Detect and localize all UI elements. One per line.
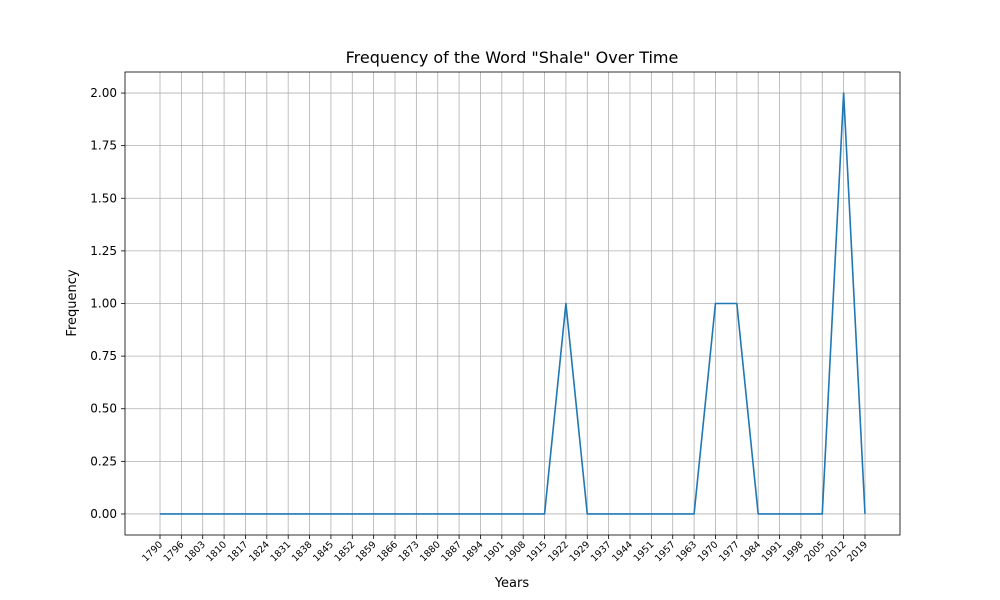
x-tick-label: 2005	[803, 539, 828, 564]
chart-title: Frequency of the Word "Shale" Over Time	[346, 48, 679, 67]
y-tick-label: 0.75	[90, 349, 117, 363]
x-tick-label: 1866	[375, 539, 400, 564]
x-tick-label: 1817	[226, 539, 251, 564]
x-tick-label: 1803	[183, 539, 208, 564]
y-tick-label: 1.00	[90, 297, 117, 311]
x-tick-label: 1937	[589, 539, 614, 564]
x-tick-label: 1977	[717, 539, 742, 564]
x-tick-label: 1998	[781, 539, 806, 564]
x-tick-label: 1824	[247, 539, 272, 564]
series-layer	[160, 92, 866, 515]
x-axis-label: Years	[494, 576, 530, 591]
y-tick-label: 2.00	[90, 86, 117, 100]
x-tick-label: 1970	[696, 539, 721, 564]
y-tick-label: 1.50	[90, 191, 117, 205]
series-line	[160, 92, 866, 515]
x-tick-label: 1922	[546, 539, 571, 564]
x-tick-label: 1852	[333, 539, 358, 564]
x-tick-label: 1887	[439, 539, 464, 564]
x-tick-label: 1790	[140, 539, 165, 564]
x-tick-label: 1991	[760, 539, 785, 564]
x-tick-label: 1951	[632, 539, 657, 564]
x-tick-label: 1845	[311, 539, 336, 564]
y-axis-label: Frequency	[65, 269, 80, 336]
y-tick-label: 0.50	[90, 402, 117, 416]
x-tick-label: 1894	[461, 539, 486, 564]
x-tick-label: 1915	[525, 539, 550, 564]
x-tick-label: 1873	[397, 539, 422, 564]
x-tick-label: 1859	[354, 539, 379, 564]
x-tick-label: 1810	[204, 539, 229, 564]
x-tick-label: 1796	[162, 539, 187, 564]
x-tick-label: 1901	[482, 539, 507, 564]
x-tick-label: 1880	[418, 539, 443, 564]
x-tick-label: 1963	[674, 539, 699, 564]
x-tick-label: 1957	[653, 539, 678, 564]
x-tick-label: 2012	[824, 539, 849, 564]
y-tick-label: 1.25	[90, 244, 117, 258]
x-tick-label: 1929	[568, 539, 593, 564]
y-tick-label: 0.00	[90, 507, 117, 521]
x-tick-label: 1831	[268, 539, 293, 564]
y-tick-label: 0.25	[90, 454, 117, 468]
x-tick-label: 1944	[610, 539, 635, 564]
y-tick-label: 1.75	[90, 139, 117, 153]
x-tick-label: 1984	[738, 539, 763, 564]
x-tick-label: 2019	[845, 539, 870, 564]
x-tick-label: 1838	[290, 539, 315, 564]
x-tick-label: 1908	[503, 539, 528, 564]
grid-layer	[125, 72, 900, 535]
